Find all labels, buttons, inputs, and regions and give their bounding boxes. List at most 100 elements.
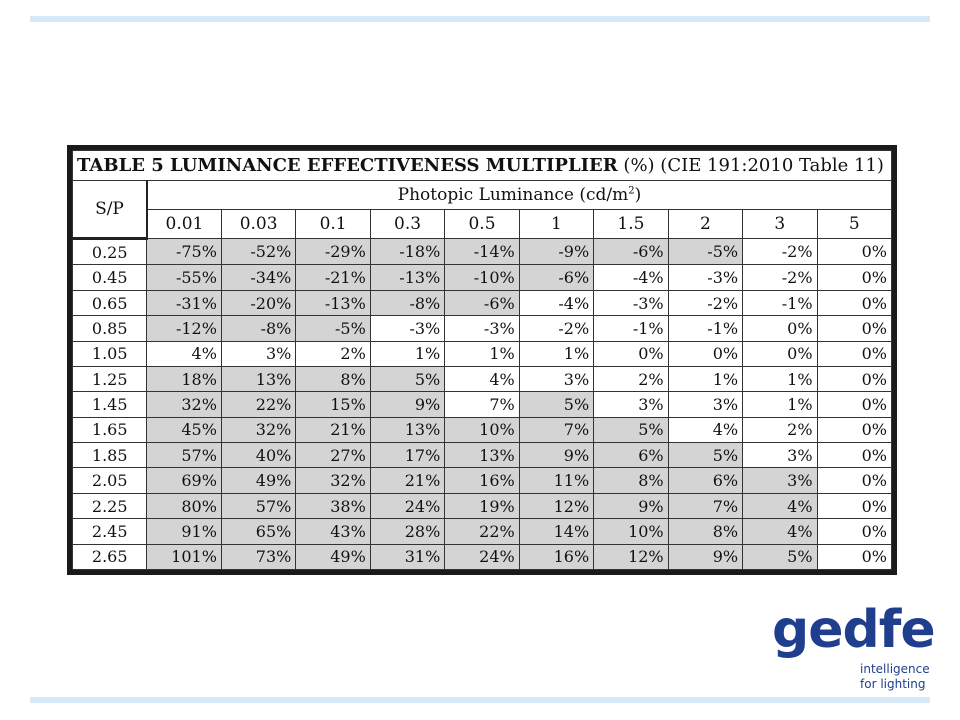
table-cell: -14%	[444, 237, 520, 266]
table-cell: 28%	[369, 518, 446, 545]
table-cell: 5%	[369, 365, 446, 393]
table-cell: 24%	[369, 492, 446, 520]
table-cell: -4%	[593, 264, 669, 291]
column-header: 0.1	[295, 209, 371, 239]
table-cell: -31%	[146, 289, 222, 317]
table-cell: 9%	[593, 492, 669, 520]
sp-value: 0.85	[71, 315, 148, 342]
table-cell: 91%	[146, 518, 222, 545]
table-cell: 1%	[444, 340, 520, 367]
table-cell: 13%	[220, 365, 297, 393]
table-cell: 31%	[369, 543, 446, 571]
table-cell: 5%	[593, 416, 669, 444]
table-cell: 73%	[220, 543, 297, 571]
table-title-bold: TABLE 5 LUMINANCE EFFECTIVENESS MULTIPLI…	[77, 155, 618, 176]
table-cell: 6%	[667, 467, 744, 494]
sp-value: 2.45	[71, 518, 148, 545]
column-header: 0.5	[444, 209, 520, 239]
table-cell: 0%	[816, 340, 893, 367]
sp-value: 1.25	[71, 365, 148, 393]
table-cell: 15%	[295, 391, 371, 418]
sp-value: 0.65	[71, 289, 148, 317]
table-row: 2.45 91% 65% 43% 28% 22% 14% 10% 8% 4% 0%	[71, 518, 893, 545]
table-cell: 0%	[816, 289, 893, 317]
table-cell: 17%	[369, 442, 446, 469]
table-cell: 9%	[518, 442, 595, 469]
table-cell: -55%	[146, 264, 222, 291]
table-row: 1.25 18% 13% 8% 5% 4% 3% 2% 1% 1% 0%	[71, 365, 893, 393]
table-cell: -2%	[518, 315, 595, 342]
table-cell: 2%	[295, 340, 371, 367]
photopic-label-end: )	[634, 185, 642, 205]
table-cell: 0%	[742, 340, 818, 367]
sp-value: 2.25	[71, 492, 148, 520]
table-cell: -5%	[295, 315, 371, 342]
table-cell: -3%	[593, 289, 669, 317]
table-row: 2.25 80% 57% 38% 24% 19% 12% 9% 7% 4% 0%	[71, 492, 893, 520]
table-cell: 16%	[518, 543, 595, 571]
table-row: 0.25 -75% -52% -29% -18% -14% -9% -6% -5% -2% 0%	[71, 237, 893, 266]
table-cell: 19%	[444, 492, 520, 520]
column-header: 2	[667, 209, 744, 239]
table-cell: 3%	[742, 467, 818, 494]
table-cell: -29%	[295, 237, 371, 266]
table-cell: 9%	[667, 543, 744, 571]
bottom-rule	[30, 697, 930, 703]
sp-value: 0.45	[71, 264, 148, 291]
table-cell: -20%	[220, 289, 297, 317]
table-cell: 0%	[742, 315, 818, 342]
sp-header: S/P	[71, 180, 148, 240]
table-cell: 40%	[220, 442, 297, 469]
table-cell: 3%	[518, 365, 595, 393]
table-cell: -13%	[369, 264, 446, 291]
table-cell: 1%	[369, 340, 446, 367]
table-cell: 0%	[816, 264, 893, 291]
table-cell: 21%	[295, 416, 371, 444]
table-cell: 7%	[667, 492, 744, 520]
table-cell: 5%	[518, 391, 595, 418]
table-cell: -18%	[369, 237, 446, 266]
table-cell: -6%	[593, 237, 669, 266]
table-cell: 0%	[816, 492, 893, 520]
table-row: 2.05 69% 49% 32% 21% 16% 11% 8% 6% 3% 0%	[71, 467, 893, 494]
table-cell: -5%	[667, 237, 744, 266]
column-header: 3	[742, 209, 818, 239]
table-title-rest: (%) (CIE 191:2010 Table 11)	[617, 155, 884, 176]
table-cell: -3%	[444, 315, 520, 342]
table-cell: 2%	[593, 365, 669, 393]
table-title: TABLE 5 LUMINANCE EFFECTIVENESS MULTIPLI…	[72, 150, 892, 181]
table-cell: 18%	[146, 365, 222, 393]
table-cell: 8%	[667, 518, 744, 545]
sp-value: 0.25	[71, 237, 148, 266]
table-cell: -8%	[369, 289, 446, 317]
table-cell: -34%	[220, 264, 297, 291]
photopic-luminance-header: Photopic Luminance (cd/m2)	[146, 180, 892, 210]
table-cell: 27%	[295, 442, 371, 469]
luminance-table: TABLE 5 LUMINANCE EFFECTIVENESS MULTIPLI…	[71, 150, 893, 571]
table-cell: 0%	[816, 391, 893, 418]
table-cell: 11%	[518, 467, 595, 494]
table-cell: -2%	[667, 289, 744, 317]
sp-value: 1.85	[71, 442, 148, 469]
table-cell: -6%	[518, 264, 595, 291]
table-cell: 1%	[667, 365, 744, 393]
table-cell: 4%	[146, 340, 222, 367]
table-cell: 69%	[146, 467, 222, 494]
table-cell: 0%	[816, 442, 893, 469]
table-cell: 0%	[816, 237, 893, 266]
table-cell: 7%	[444, 391, 520, 418]
table-cell: -2%	[742, 264, 818, 291]
table-cell: -2%	[742, 237, 818, 266]
table-cell: 9%	[369, 391, 446, 418]
table-cell: -3%	[369, 315, 446, 342]
table-cell: 22%	[220, 391, 297, 418]
table-cell: 32%	[295, 467, 371, 494]
table-cell: 5%	[667, 442, 744, 469]
table-cell: 57%	[146, 442, 222, 469]
table-row: 1.65 45% 32% 21% 13% 10% 7% 5% 4% 2% 0%	[71, 416, 893, 444]
table-cell: 0%	[816, 467, 893, 494]
table-cell: -21%	[295, 264, 371, 291]
photopic-label: Photopic Luminance (cd/m	[397, 185, 629, 205]
table-cell: -1%	[742, 289, 818, 317]
table-cell: 5%	[742, 543, 818, 571]
